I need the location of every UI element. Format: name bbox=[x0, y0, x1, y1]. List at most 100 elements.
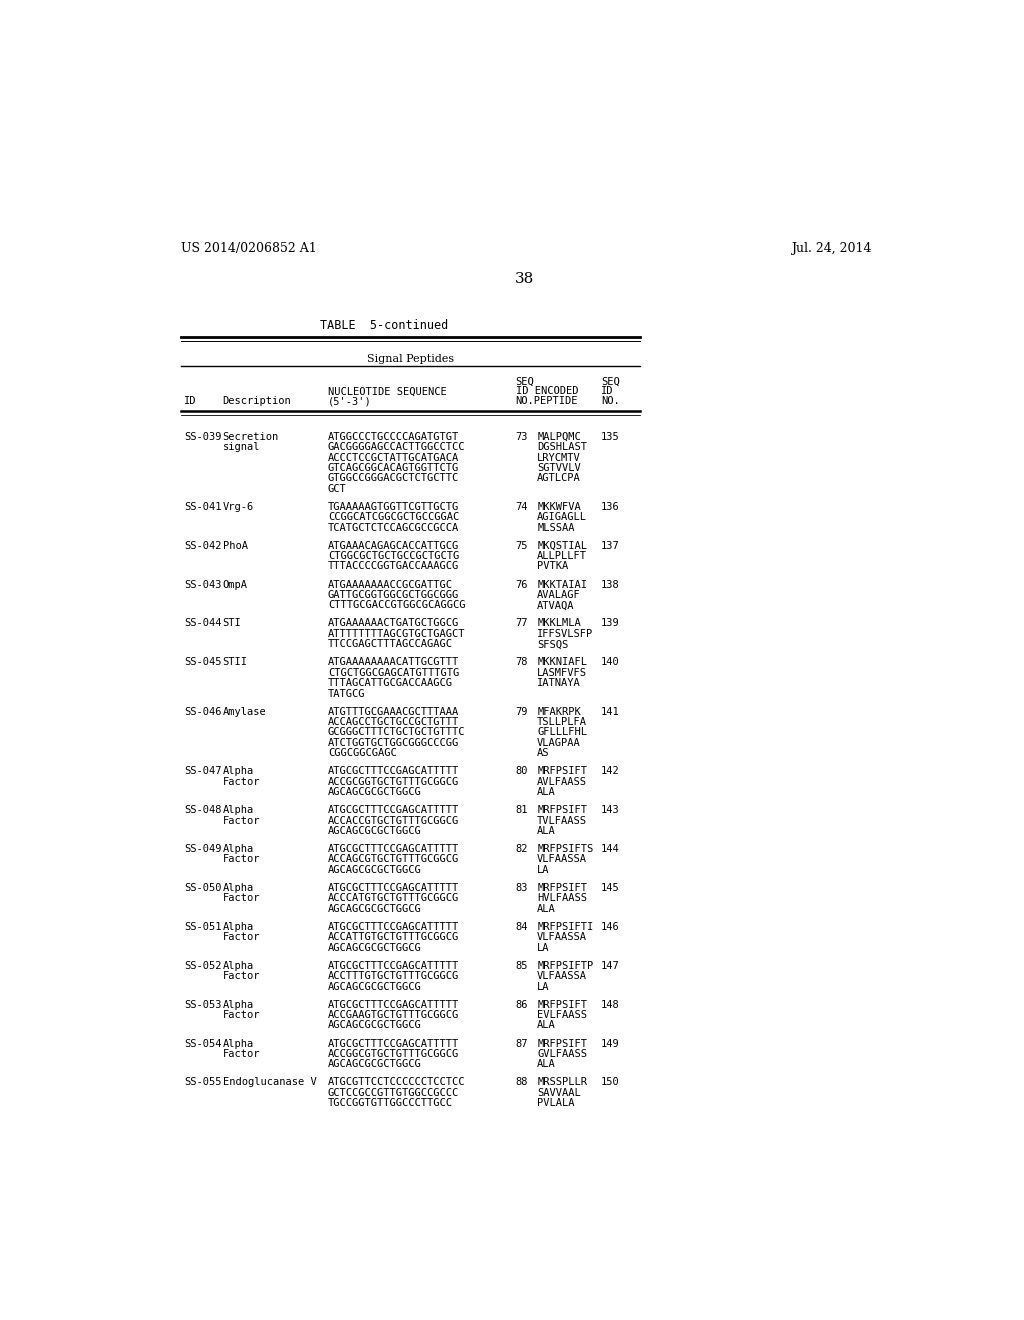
Text: Alpha: Alpha bbox=[222, 999, 254, 1010]
Text: LA: LA bbox=[538, 942, 550, 953]
Text: 150: 150 bbox=[601, 1077, 620, 1088]
Text: Factor: Factor bbox=[222, 972, 260, 981]
Text: TTTACCCCGGTGACCAAAGCG: TTTACCCCGGTGACCAAAGCG bbox=[328, 561, 459, 572]
Text: ATVAQA: ATVAQA bbox=[538, 601, 574, 610]
Text: Alpha: Alpha bbox=[222, 1039, 254, 1048]
Text: Factor: Factor bbox=[222, 1049, 260, 1059]
Text: AGCAGCGCGCTGGCG: AGCAGCGCGCTGGCG bbox=[328, 982, 422, 991]
Text: Vrg-6: Vrg-6 bbox=[222, 502, 254, 512]
Text: SS-048: SS-048 bbox=[183, 805, 221, 816]
Text: ALA: ALA bbox=[538, 826, 556, 836]
Text: SS-045: SS-045 bbox=[183, 657, 221, 668]
Text: CTGCTGGCGAGCATGTTTGTG: CTGCTGGCGAGCATGTTTGTG bbox=[328, 668, 459, 677]
Text: 73: 73 bbox=[515, 432, 528, 442]
Text: TGCCGGTGTTGGCCCTTGCC: TGCCGGTGTTGGCCCTTGCC bbox=[328, 1098, 453, 1109]
Text: HVLFAASS: HVLFAASS bbox=[538, 894, 587, 903]
Text: GCT: GCT bbox=[328, 483, 347, 494]
Text: GCGGGCTTTCTGCTGCTGTTTC: GCGGGCTTTCTGCTGCTGTTTC bbox=[328, 727, 466, 738]
Text: PVLALA: PVLALA bbox=[538, 1098, 574, 1109]
Text: ATTTTTTTTAGCGTGCTGAGCT: ATTTTTTTTAGCGTGCTGAGCT bbox=[328, 628, 466, 639]
Text: DGSHLAST: DGSHLAST bbox=[538, 442, 587, 453]
Text: 77: 77 bbox=[515, 619, 528, 628]
Text: SS-043: SS-043 bbox=[183, 579, 221, 590]
Text: MRFPSIFT: MRFPSIFT bbox=[538, 767, 587, 776]
Text: 143: 143 bbox=[601, 805, 620, 816]
Text: ATGCGCTTTCCGAGCATTTTT: ATGCGCTTTCCGAGCATTTTT bbox=[328, 883, 459, 892]
Text: Alpha: Alpha bbox=[222, 921, 254, 932]
Text: TVLFAASS: TVLFAASS bbox=[538, 816, 587, 825]
Text: ATGAAAAAAAACATTGCGTTT: ATGAAAAAAAACATTGCGTTT bbox=[328, 657, 459, 668]
Text: ATGAAAAAAACCGCGATTGC: ATGAAAAAAACCGCGATTGC bbox=[328, 579, 453, 590]
Text: Factor: Factor bbox=[222, 894, 260, 903]
Text: Amylase: Amylase bbox=[222, 706, 266, 717]
Text: SS-041: SS-041 bbox=[183, 502, 221, 512]
Text: signal: signal bbox=[222, 442, 260, 453]
Text: 84: 84 bbox=[515, 921, 528, 932]
Text: ACCTTTGTGCTGTTTGCGGCG: ACCTTTGTGCTGTTTGCGGCG bbox=[328, 972, 459, 981]
Text: AGCAGCGCGCTGGCG: AGCAGCGCGCTGGCG bbox=[328, 787, 422, 797]
Text: ACCAGCCTGCTGCCGCTGTTT: ACCAGCCTGCTGCCGCTGTTT bbox=[328, 717, 459, 727]
Text: 140: 140 bbox=[601, 657, 620, 668]
Text: AS: AS bbox=[538, 748, 550, 758]
Text: Factor: Factor bbox=[222, 1010, 260, 1020]
Text: ACCCTCCGCTATTGCATGACA: ACCCTCCGCTATTGCATGACA bbox=[328, 453, 459, 462]
Text: Signal Peptides: Signal Peptides bbox=[367, 354, 454, 364]
Text: Endoglucanase V: Endoglucanase V bbox=[222, 1077, 316, 1088]
Text: Secretion: Secretion bbox=[222, 432, 279, 442]
Text: ACCACCGTGCTGTTTGCGGCG: ACCACCGTGCTGTTTGCGGCG bbox=[328, 816, 459, 825]
Text: SS-049: SS-049 bbox=[183, 843, 221, 854]
Text: AGCAGCGCGCTGGCG: AGCAGCGCGCTGGCG bbox=[328, 1020, 422, 1031]
Text: MKKTAIAI: MKKTAIAI bbox=[538, 579, 587, 590]
Text: Alpha: Alpha bbox=[222, 883, 254, 892]
Text: ACCAGCGTGCTGTTTGCGGCG: ACCAGCGTGCTGTTTGCGGCG bbox=[328, 854, 459, 865]
Text: MRFPSIFTI: MRFPSIFTI bbox=[538, 921, 594, 932]
Text: SS-044: SS-044 bbox=[183, 619, 221, 628]
Text: Alpha: Alpha bbox=[222, 767, 254, 776]
Text: ALA: ALA bbox=[538, 1020, 556, 1031]
Text: 144: 144 bbox=[601, 843, 620, 854]
Text: 141: 141 bbox=[601, 706, 620, 717]
Text: MLSSAA: MLSSAA bbox=[538, 523, 574, 532]
Text: SS-047: SS-047 bbox=[183, 767, 221, 776]
Text: VLFAASSA: VLFAASSA bbox=[538, 932, 587, 942]
Text: 138: 138 bbox=[601, 579, 620, 590]
Text: Factor: Factor bbox=[222, 854, 260, 865]
Text: SS-039: SS-039 bbox=[183, 432, 221, 442]
Text: LA: LA bbox=[538, 865, 550, 875]
Text: SS-054: SS-054 bbox=[183, 1039, 221, 1048]
Text: SS-046: SS-046 bbox=[183, 706, 221, 717]
Text: AVALAGF: AVALAGF bbox=[538, 590, 581, 601]
Text: ATGCGCTTTCCGAGCATTTTT: ATGCGCTTTCCGAGCATTTTT bbox=[328, 1039, 459, 1048]
Text: SFSQS: SFSQS bbox=[538, 639, 568, 649]
Text: Factor: Factor bbox=[222, 932, 260, 942]
Text: AVLFAASS: AVLFAASS bbox=[538, 776, 587, 787]
Text: CGGCGGCGAGC: CGGCGGCGAGC bbox=[328, 748, 396, 758]
Text: MRFPSIFT: MRFPSIFT bbox=[538, 883, 587, 892]
Text: NO.PEPTIDE: NO.PEPTIDE bbox=[515, 396, 578, 407]
Text: Factor: Factor bbox=[222, 776, 260, 787]
Text: SS-050: SS-050 bbox=[183, 883, 221, 892]
Text: TABLE  5-continued: TABLE 5-continued bbox=[319, 318, 447, 331]
Text: AGTLCPA: AGTLCPA bbox=[538, 474, 581, 483]
Text: VLFAASSA: VLFAASSA bbox=[538, 972, 587, 981]
Text: ALA: ALA bbox=[538, 1059, 556, 1069]
Text: 75: 75 bbox=[515, 541, 528, 550]
Text: ATGCGCTTTCCGAGCATTTTT: ATGCGCTTTCCGAGCATTTTT bbox=[328, 843, 459, 854]
Text: ID: ID bbox=[601, 387, 613, 396]
Text: CCGGCATCGGCGCTGCCGGAC: CCGGCATCGGCGCTGCCGGAC bbox=[328, 512, 459, 523]
Text: ALA: ALA bbox=[538, 904, 556, 913]
Text: SGTVVLV: SGTVVLV bbox=[538, 463, 581, 473]
Text: Alpha: Alpha bbox=[222, 961, 254, 970]
Text: MKQSTIAL: MKQSTIAL bbox=[538, 541, 587, 550]
Text: AGCAGCGCGCTGGCG: AGCAGCGCGCTGGCG bbox=[328, 904, 422, 913]
Text: TCATGCTCTCCAGCGCCGCCA: TCATGCTCTCCAGCGCCGCCA bbox=[328, 523, 459, 532]
Text: Description: Description bbox=[222, 396, 291, 407]
Text: 87: 87 bbox=[515, 1039, 528, 1048]
Text: 149: 149 bbox=[601, 1039, 620, 1048]
Text: ACCGGCGTGCTGTTTGCGGCG: ACCGGCGTGCTGTTTGCGGCG bbox=[328, 1049, 459, 1059]
Text: 148: 148 bbox=[601, 999, 620, 1010]
Text: SEQ: SEQ bbox=[601, 376, 620, 387]
Text: MRFPSIFT: MRFPSIFT bbox=[538, 1039, 587, 1048]
Text: EVLFAASS: EVLFAASS bbox=[538, 1010, 587, 1020]
Text: ATGAAAAAACTGATGCTGGCG: ATGAAAAAACTGATGCTGGCG bbox=[328, 619, 459, 628]
